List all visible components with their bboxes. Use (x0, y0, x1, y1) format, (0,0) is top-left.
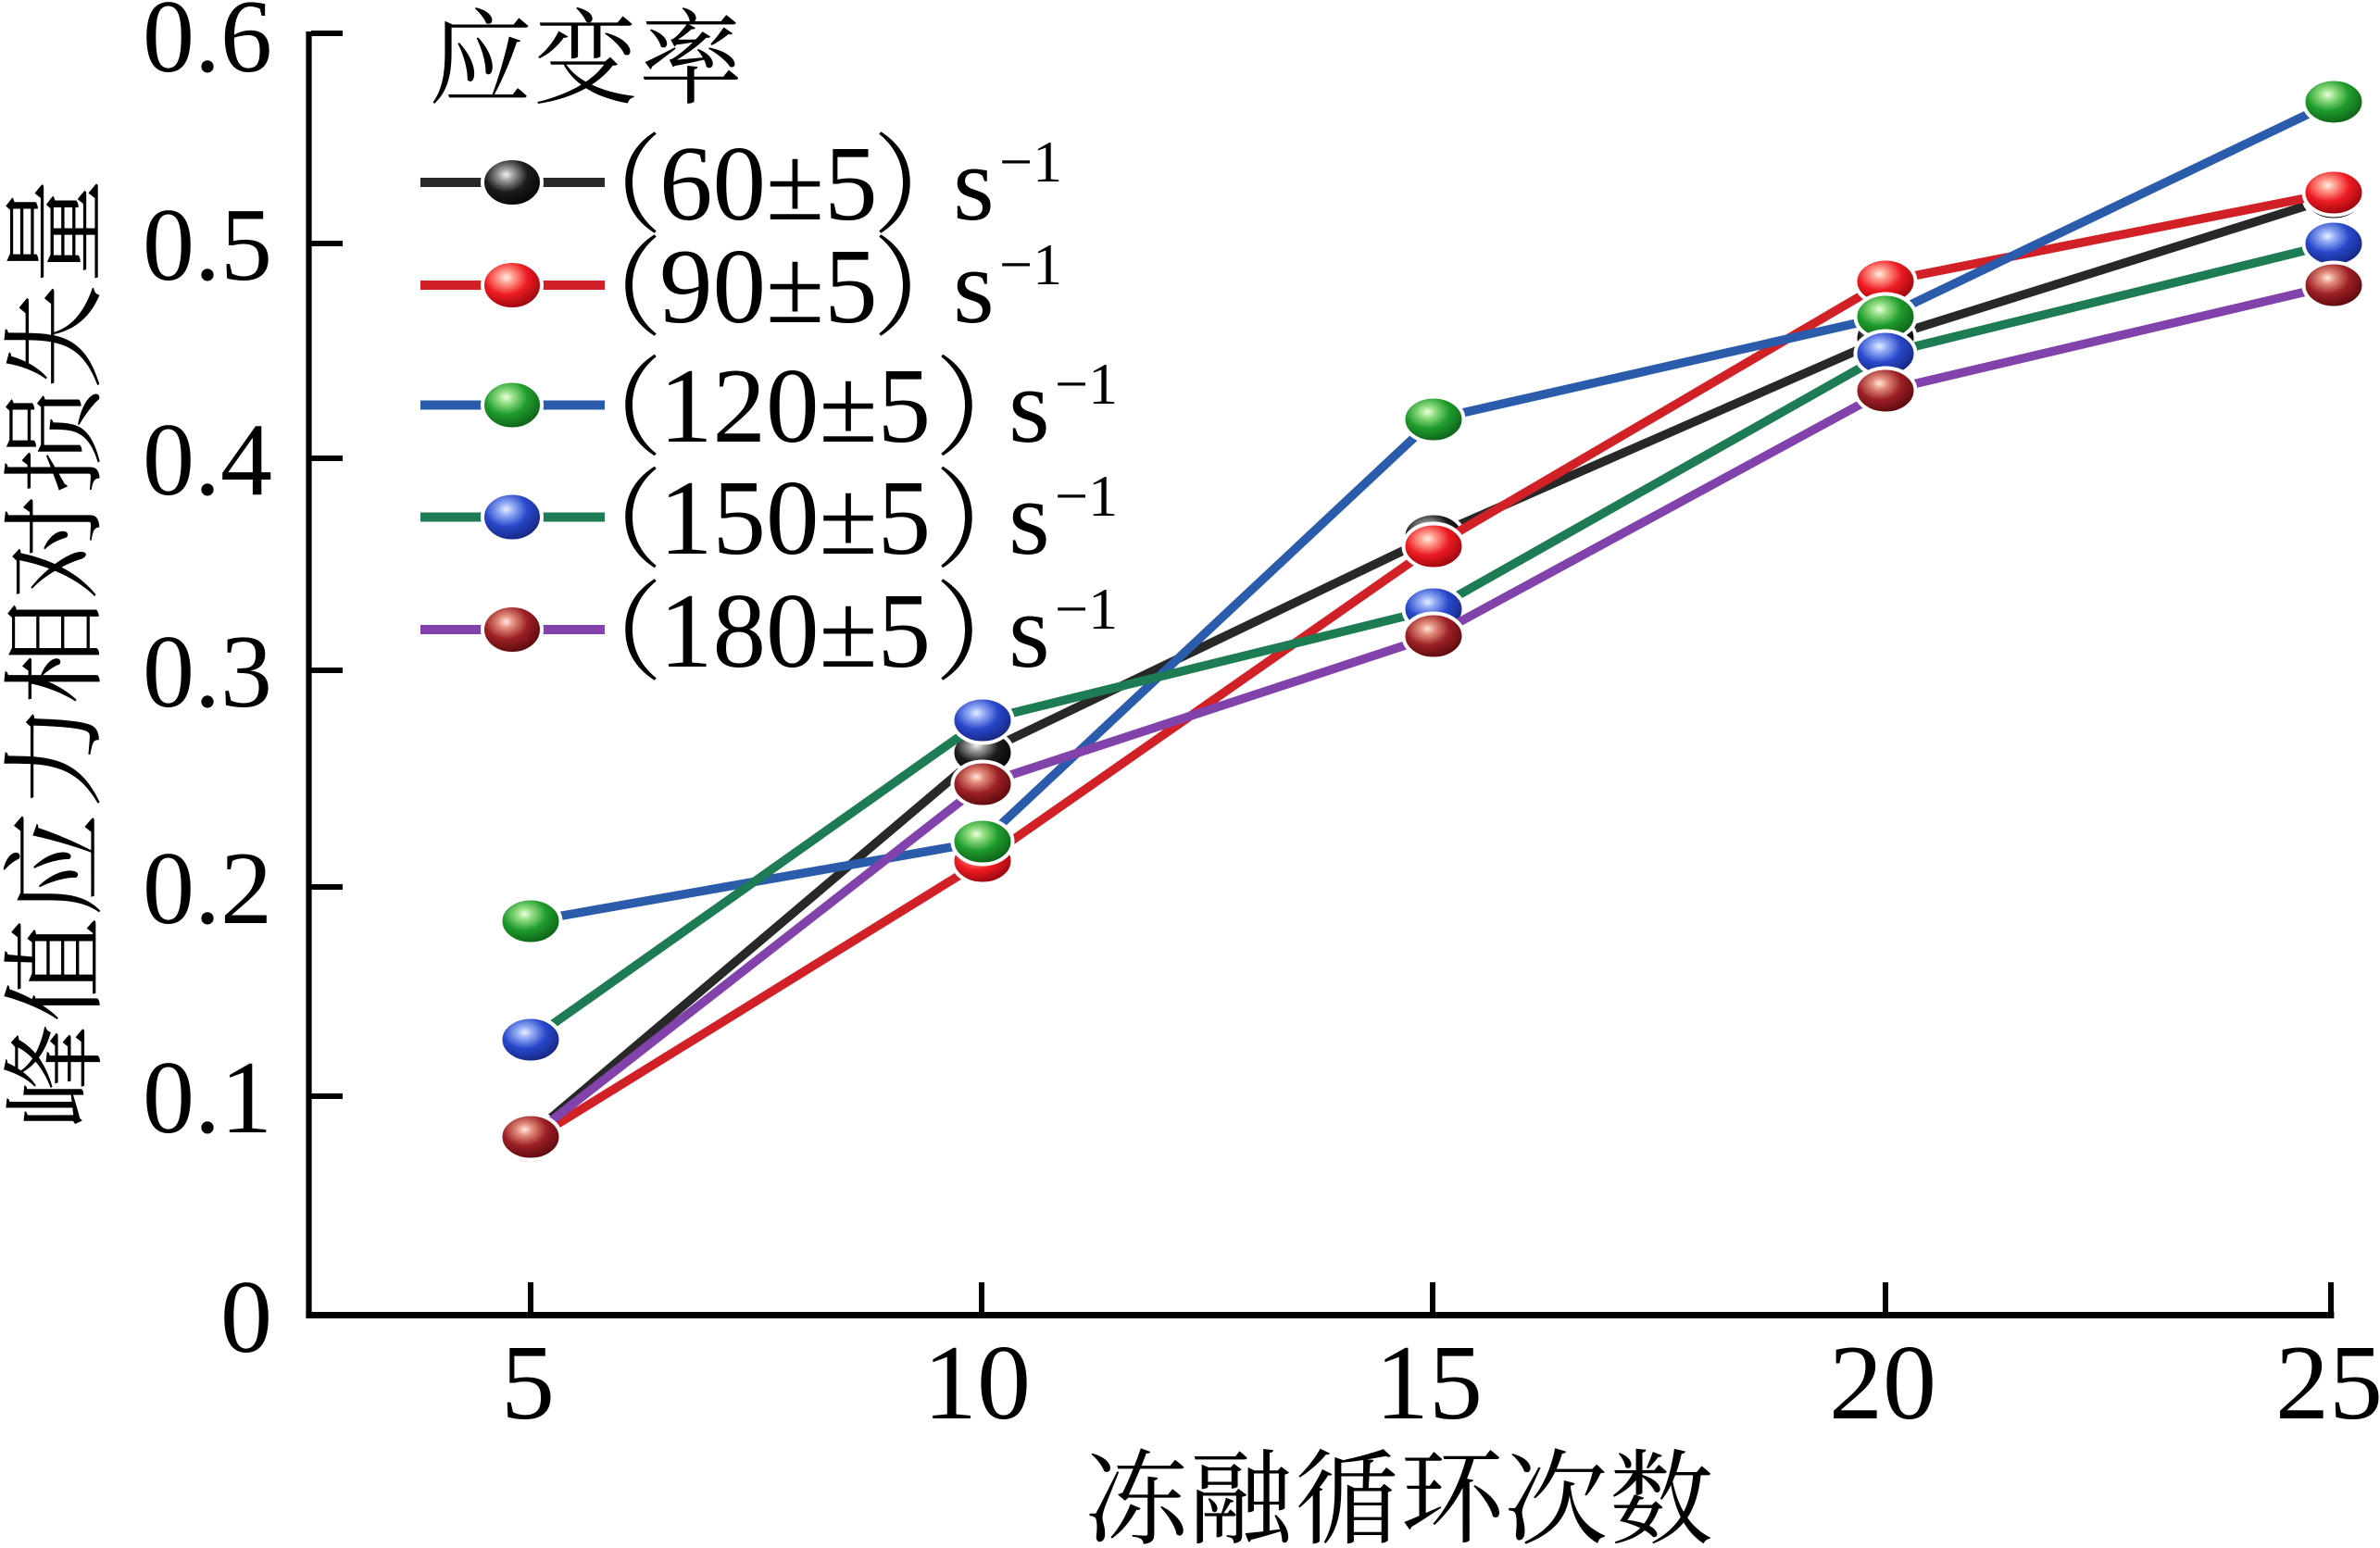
svg-text:180±5: 180±5 (659, 572, 931, 690)
svg-text:0: 0 (220, 1260, 272, 1375)
svg-text:−1: −1 (1055, 576, 1118, 642)
svg-text:120±5: 120±5 (659, 347, 931, 465)
svg-text:s: s (1008, 572, 1050, 690)
svg-text:−1: −1 (999, 231, 1062, 297)
svg-text:150±5: 150±5 (659, 459, 931, 577)
svg-text:s: s (1008, 459, 1050, 577)
svg-text:s: s (1008, 347, 1050, 465)
svg-text:0.1: 0.1 (143, 1041, 272, 1155)
svg-text:90±5: 90±5 (659, 228, 878, 345)
svg-text:20: 20 (1829, 1324, 1936, 1442)
svg-text:60±5: 60±5 (659, 125, 878, 243)
svg-text:0.2: 0.2 (143, 831, 272, 946)
svg-text:−1: −1 (1055, 351, 1118, 417)
svg-text:0.5: 0.5 (143, 188, 272, 303)
svg-text:25: 25 (2275, 1324, 2380, 1442)
svg-text:s: s (953, 228, 995, 345)
svg-text:10: 10 (923, 1324, 1031, 1442)
svg-text:0.4: 0.4 (143, 403, 272, 518)
svg-text:0.3: 0.3 (143, 615, 272, 730)
svg-text:−1: −1 (1055, 463, 1118, 529)
svg-text:15: 15 (1375, 1324, 1483, 1442)
svg-text:0.6: 0.6 (143, 0, 272, 94)
svg-text:5: 5 (501, 1324, 555, 1442)
svg-text:s: s (953, 125, 995, 243)
svg-text:−1: −1 (999, 129, 1062, 194)
